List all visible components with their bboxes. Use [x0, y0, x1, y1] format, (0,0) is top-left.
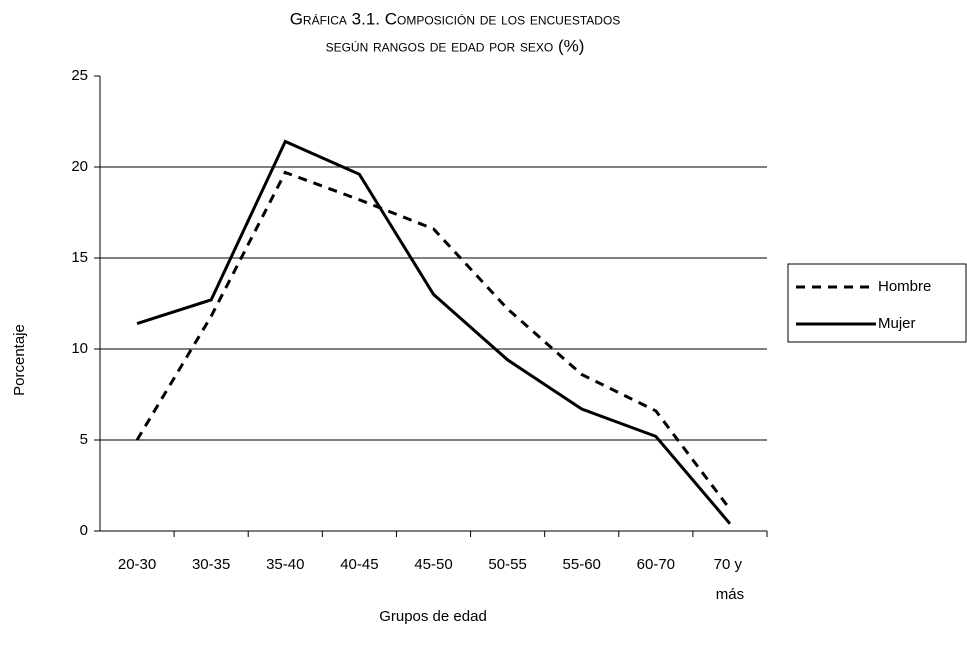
- chart-title: según rangos de edad por sexo (%): [326, 36, 585, 55]
- legend-label: Mujer: [878, 315, 916, 332]
- x-tick-label: 20-30: [118, 556, 156, 573]
- x-axis-label: Grupos de edad: [379, 608, 487, 625]
- legend-label: Hombre: [878, 278, 931, 295]
- x-tick-label: 70 y más: [714, 556, 747, 603]
- line-series: [135, 170, 732, 511]
- y-tick-label: 0: [80, 522, 88, 539]
- y-tick-label: 5: [80, 431, 88, 448]
- chart-title: Gráfica 3.1. Composición de los encuesta…: [290, 9, 621, 28]
- x-tick-label: 40-45: [340, 556, 378, 573]
- y-tick-label: 10: [71, 340, 88, 357]
- x-tick-label: 30-35: [192, 556, 230, 573]
- x-tick-label: 55-60: [563, 556, 601, 573]
- y-axis-label: Porcentaje: [11, 324, 28, 396]
- x-tick-label: 35-40: [266, 556, 304, 573]
- x-tick-label: 50-55: [488, 556, 526, 573]
- line-series: [136, 139, 732, 525]
- x-tick-label: 60-70: [637, 556, 675, 573]
- y-tick-label: 25: [71, 67, 88, 84]
- y-tick-label: 20: [71, 158, 88, 175]
- x-tick-label: 45-50: [414, 556, 452, 573]
- y-tick-label: 15: [71, 249, 88, 266]
- legend-box: [787, 263, 967, 343]
